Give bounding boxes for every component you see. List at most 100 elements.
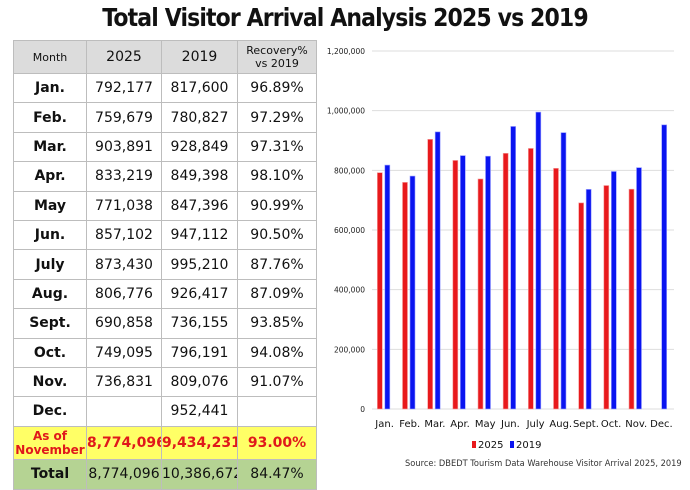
- recovery-cell: 87.76%: [237, 249, 317, 280]
- value-2025-cell: 806,776: [86, 278, 162, 310]
- y-tick-label: 400,000: [334, 286, 365, 295]
- page-title: Total Visitor Arrival Analysis 2025 vs 2…: [102, 3, 588, 32]
- as-of-row: As of November 8,774,096 9,434,231 93.00%: [13, 425, 317, 460]
- header-2019: 2019: [161, 40, 238, 74]
- month-cell: Mar.: [13, 131, 87, 163]
- value-2025-cell: 749,095: [86, 337, 162, 368]
- total-2025: 8,774,096: [86, 458, 162, 490]
- month-cell: Jun.: [13, 219, 87, 251]
- value-2025-cell: 736,831: [86, 366, 162, 398]
- x-tick-label: Feb.: [399, 419, 420, 430]
- bar-chart: 0 200,000 400,000 600,000 800,000 1,000,000 1,…: [327, 47, 674, 451]
- header-recovery: Recovery% vs 2019: [237, 40, 317, 74]
- header-recovery-line2: vs 2019: [255, 57, 299, 70]
- value-2019-cell: 809,076: [161, 366, 238, 398]
- value-2025-cell: 792,177: [86, 72, 162, 104]
- bar-2025-2: [427, 139, 433, 410]
- x-tick-label: Oct.: [601, 419, 621, 430]
- as-of-recovery: 93.00%: [237, 425, 317, 460]
- bar-2019-9: [611, 171, 617, 410]
- value-2025-cell: [86, 396, 162, 427]
- legend-swatch-2025: [472, 441, 476, 448]
- month-cell: Aug.: [13, 278, 87, 310]
- total-recovery: 84.47%: [237, 458, 317, 490]
- x-tick-label: Jun.: [500, 419, 520, 430]
- bar-2019-10: [636, 167, 642, 410]
- as-of-2019: 9,434,231: [161, 425, 238, 460]
- bar-2025-6: [528, 148, 534, 410]
- y-tick-label: 1,200,000: [327, 47, 365, 56]
- y-tick-label: 1,000,000: [327, 107, 365, 116]
- value-2019-cell: 817,600: [161, 72, 238, 104]
- recovery-cell: 90.50%: [237, 219, 317, 251]
- table-row: Jan. 792,177 817,600 96.89%: [13, 72, 317, 104]
- recovery-cell: 90.99%: [237, 190, 317, 221]
- value-2025-cell: 833,219: [86, 161, 162, 192]
- value-2019-cell: 736,155: [161, 308, 238, 339]
- source-note: Source: DBEDT Tourism Data Warehouse Vis…: [405, 459, 682, 469]
- table-row: Aug. 806,776 926,417 87.09%: [13, 278, 317, 310]
- y-tick-label: 0: [360, 405, 365, 414]
- bar-2019-5: [510, 126, 516, 410]
- x-tick-label: Dec.: [650, 419, 673, 430]
- recovery-cell: 91.07%: [237, 366, 317, 398]
- value-2019-cell: 847,396: [161, 190, 238, 221]
- table-row: Feb. 759,679 780,827 97.29%: [13, 102, 317, 133]
- table-row: Oct. 749,095 796,191 94.08%: [13, 337, 317, 368]
- header-2025: 2025: [86, 40, 162, 74]
- bar-2019-4: [485, 155, 491, 410]
- bar-2025-1: [402, 182, 408, 410]
- x-tick-label: Aug.: [549, 419, 572, 430]
- total-label: Total: [13, 458, 87, 490]
- value-2025-cell: 759,679: [86, 102, 162, 133]
- value-2025-cell: 857,102: [86, 219, 162, 251]
- recovery-cell: 96.89%: [237, 72, 317, 104]
- as-of-label: As of November: [13, 425, 87, 460]
- y-tick-label: 600,000: [334, 226, 365, 235]
- x-tick-label: Sept.: [573, 419, 599, 430]
- value-2019-cell: 928,849: [161, 131, 238, 163]
- bar-2019-11: [661, 124, 667, 410]
- bar-2025-7: [553, 168, 559, 410]
- recovery-cell: 93.85%: [237, 308, 317, 339]
- value-2025-cell: 690,858: [86, 308, 162, 339]
- bar-2025-4: [477, 178, 484, 410]
- table-row: Apr. 833,219 849,398 98.10%: [13, 161, 317, 192]
- legend-swatch-2019: [510, 441, 514, 448]
- visitor-table: Month 2025 2019 Recovery% vs 2019 Jan. 792…: [13, 40, 317, 490]
- bar-2025-0: [377, 172, 383, 410]
- month-cell: Apr.: [13, 161, 87, 192]
- recovery-cell: 97.29%: [237, 102, 317, 133]
- value-2019-cell: 995,210: [161, 249, 238, 280]
- bar-2025-8: [578, 202, 584, 410]
- bar-2019-8: [585, 189, 592, 410]
- recovery-cell: 98.10%: [237, 161, 317, 192]
- value-2025-cell: 771,038: [86, 190, 162, 221]
- bar-2025-3: [452, 160, 459, 410]
- bar-2025-5: [502, 152, 509, 410]
- table-row: Sept. 690,858 736,155 93.85%: [13, 308, 317, 339]
- month-cell: Oct.: [13, 337, 87, 368]
- bar-2025-10: [628, 188, 635, 410]
- x-tick-label: Nov.: [625, 419, 647, 430]
- bar-2025-9: [603, 185, 610, 410]
- y-tick-label: 800,000: [334, 166, 365, 175]
- table-row: Dec. 952,441: [13, 396, 317, 427]
- recovery-cell: [237, 396, 317, 427]
- y-tick-label: 200,000: [334, 345, 365, 354]
- month-cell: Jan.: [13, 72, 87, 104]
- table-row: Mar. 903,891 928,849 97.31%: [13, 131, 317, 163]
- month-cell: Sept.: [13, 308, 87, 339]
- value-2019-cell: 849,398: [161, 161, 238, 192]
- x-tick-label: Apr.: [450, 419, 470, 430]
- x-tick-label: May: [475, 419, 496, 430]
- value-2025-cell: 903,891: [86, 131, 162, 163]
- value-2025-cell: 873,430: [86, 249, 162, 280]
- x-tick-label: Jan.: [374, 419, 394, 430]
- month-cell: Dec.: [13, 396, 87, 427]
- table-row: May 771,038 847,396 90.99%: [13, 190, 317, 221]
- total-2019: 10,386,672: [161, 458, 238, 490]
- legend-label-2019: 2019: [516, 440, 541, 451]
- value-2019-cell: 796,191: [161, 337, 238, 368]
- bar-2019-0: [384, 164, 391, 410]
